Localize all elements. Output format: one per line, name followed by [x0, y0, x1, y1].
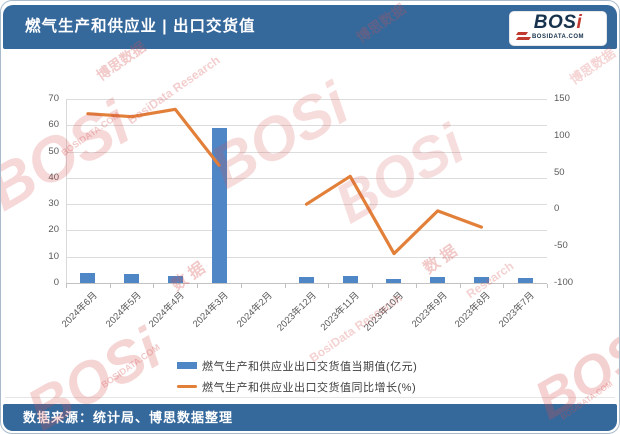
page-title: 燃气生产和供应业 | 出口交货值: [25, 18, 256, 35]
y-axis-left-tick: 50: [48, 145, 59, 157]
bar: [167, 276, 183, 283]
x-axis-tick: [415, 284, 417, 288]
legend: 燃气生产和供应业出口交货值当期值(亿元) 燃气生产和供应业出口交货值同比增长(%…: [177, 355, 417, 397]
bosi-logo-text: BOSi: [533, 12, 583, 33]
data-source-text: 数据来源：统计局、博思数据整理: [23, 410, 234, 425]
bar: [80, 273, 96, 283]
y-axis-left-tick: 20: [48, 224, 59, 236]
legend-item-line: 燃气生产和供应业出口交货值同比增长(%): [177, 376, 417, 397]
bosi-logo-site: BOSIDATA.COM: [531, 34, 585, 40]
gridline: [66, 256, 547, 258]
y-axis-right-tick: 150: [554, 93, 570, 104]
trend-line-segment: [86, 107, 221, 167]
x-axis-tick: [503, 284, 505, 288]
gridline: [66, 230, 547, 232]
y-axis-left-tick: 40: [48, 171, 59, 183]
x-axis-tick: [240, 284, 242, 288]
gridline: [66, 125, 547, 127]
title-bar: 燃气生产和供应业 | 出口交货值 BOSi BOSIDATA.COM: [3, 5, 617, 49]
y-axis-left-tick: 10: [48, 250, 59, 262]
x-axis-tick: [153, 284, 155, 288]
footer-bar: 数据来源：统计局、博思数据整理: [3, 404, 617, 431]
legend-label-bar: 燃气生产和供应业出口交货值当期值(亿元): [202, 360, 418, 373]
bar: [430, 276, 446, 283]
y-axis-left-tick: 0: [53, 277, 59, 288]
bar: [342, 275, 358, 283]
x-axis-tick: [372, 284, 374, 288]
x-axis-tick: [284, 284, 286, 288]
y-axis-right-tick: -50: [554, 240, 568, 252]
x-axis-tick: [459, 284, 461, 288]
y-axis-left-tick: 70: [48, 93, 59, 104]
trend-line: [86, 107, 483, 256]
legend-label-line: 燃气生产和供应业出口交货值同比增长(%): [202, 381, 417, 394]
bar: [299, 277, 314, 283]
y-axis-left-tick: 60: [48, 119, 59, 131]
y-axis-left-tick: 30: [48, 198, 59, 210]
y-axis-right-tick: 50: [554, 166, 565, 178]
gridline: [66, 177, 547, 179]
y-axis-right-tick: 100: [554, 129, 570, 141]
bosi-logo: BOSi BOSIDATA.COM: [509, 11, 607, 46]
bar: [386, 279, 402, 283]
legend-swatch-line: [177, 385, 197, 388]
x-axis-tick: [197, 284, 199, 288]
gridline: [66, 99, 547, 100]
x-axis-line: [66, 283, 547, 284]
x-axis-tick: [109, 284, 111, 288]
x-axis-tick: [547, 284, 548, 288]
logo-stripe-icon: [515, 32, 529, 35]
watermark: 博思数据: [566, 45, 619, 88]
bar: [211, 127, 227, 283]
bar: [517, 278, 533, 283]
legend-item-bar: 燃气生产和供应业出口交货值当期值(亿元): [177, 355, 417, 376]
gridline: [66, 151, 547, 153]
x-axis-tick: [66, 284, 67, 288]
bar: [473, 277, 489, 283]
x-axis-tick: [328, 284, 330, 288]
y-axis-right-tick: -100: [554, 277, 574, 288]
y-axis-right-tick: 0: [554, 203, 560, 215]
trend-line-segment: [304, 174, 483, 256]
logo-stripe-icon: [515, 37, 532, 40]
y-axis-line: [66, 99, 67, 283]
panel-divider: [5, 397, 615, 398]
legend-swatch-bar: [177, 362, 197, 369]
bar: [124, 274, 140, 283]
